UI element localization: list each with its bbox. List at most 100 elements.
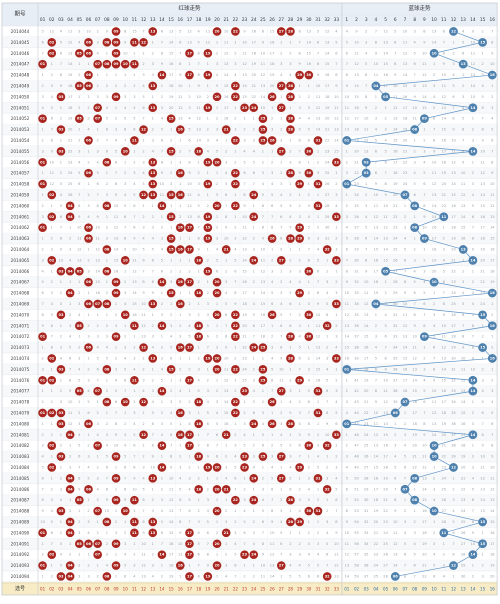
pick-blue-number[interactable]: 11 — [441, 586, 447, 591]
red-miss-count: 4 — [152, 73, 155, 77]
pick-red-number[interactable]: 24 — [251, 586, 257, 591]
pick-red-number[interactable]: 18 — [196, 586, 202, 591]
pick-red-number[interactable]: 06 — [86, 586, 92, 591]
red-miss-count: 1 — [69, 280, 71, 284]
red-ball-number: 18 — [196, 324, 202, 328]
red-ball-number: 08 — [104, 160, 110, 164]
blue-miss-count: 33 — [364, 531, 369, 535]
blue-miss-count: 8 — [491, 160, 494, 164]
pick-red-number[interactable]: 19 — [205, 586, 211, 591]
red-ball-number: 03 — [58, 574, 64, 578]
pick-red-number[interactable]: 25 — [260, 586, 266, 591]
red-miss-count: 4 — [133, 422, 136, 426]
pick-red-number[interactable]: 04 — [68, 586, 74, 591]
pick-red-number[interactable]: 16 — [178, 586, 184, 591]
pick-red-number[interactable]: 02 — [49, 586, 55, 591]
red-miss-count: 3 — [97, 335, 99, 339]
pick-red-number[interactable]: 32 — [325, 586, 331, 591]
pick-blue-number[interactable]: 02 — [354, 586, 360, 591]
red-miss-count: 2 — [234, 226, 236, 230]
red-miss-count: 4 — [142, 389, 145, 393]
red-miss-count: 3 — [308, 476, 310, 480]
pick-red-number[interactable]: 17 — [187, 586, 193, 591]
pick-red-number[interactable]: 11 — [132, 586, 138, 591]
pick-blue-number[interactable]: 05 — [383, 586, 389, 591]
pick-red-number[interactable]: 05 — [77, 586, 83, 591]
pick-blue-number[interactable]: 13 — [461, 586, 467, 591]
red-miss-count: 10 — [49, 160, 54, 164]
pick-red-number[interactable]: 33 — [334, 586, 340, 591]
pick-red-number[interactable]: 15 — [169, 586, 175, 591]
red-miss-count: 21 — [242, 335, 247, 339]
red-miss-count: 3 — [271, 346, 273, 350]
red-miss-count: 2 — [179, 149, 181, 153]
red-miss-count: 7 — [262, 215, 264, 219]
red-miss-count: 9 — [115, 193, 118, 197]
red-miss-count: 5 — [271, 476, 273, 480]
pick-blue-number[interactable]: 07 — [402, 586, 408, 591]
pick-red-number[interactable]: 20 — [214, 586, 220, 591]
red-miss-count: 15 — [95, 280, 100, 284]
red-miss-count: 3 — [87, 269, 89, 273]
pick-red-number[interactable]: 12 — [141, 586, 147, 591]
pick-red-number[interactable]: 23 — [242, 586, 248, 591]
red-miss-count: 4 — [216, 138, 219, 142]
blue-miss-count: 17 — [412, 411, 417, 415]
red-ball — [240, 550, 249, 559]
pick-red-number[interactable]: 13 — [150, 586, 156, 591]
pick-red-number[interactable]: 07 — [95, 586, 101, 591]
pick-blue-number[interactable]: 06 — [393, 586, 399, 591]
pick-red-number[interactable]: 22 — [233, 586, 239, 591]
red-miss-count: 2 — [106, 389, 108, 393]
red-ball-number: 16 — [178, 247, 184, 251]
red-miss-count: 5 — [317, 29, 319, 33]
red-miss-count: 21 — [251, 84, 256, 88]
pick-blue-number[interactable]: 16 — [490, 586, 496, 591]
red-miss-count: 12 — [49, 29, 54, 33]
red-miss-count: 5 — [142, 247, 144, 251]
red-ball — [212, 92, 222, 102]
red-miss-count: 6 — [280, 324, 283, 328]
pick-blue-number[interactable]: 10 — [432, 586, 438, 591]
red-miss-count: 1 — [216, 171, 218, 175]
pick-red-number[interactable]: 29 — [297, 586, 303, 591]
red-miss-count: 6 — [326, 313, 329, 317]
red-miss-count: 2 — [60, 444, 62, 448]
red-miss-count: 1 — [335, 171, 337, 175]
pick-red-number[interactable]: 01 — [40, 586, 46, 591]
pick-red-number[interactable]: 10 — [123, 586, 129, 591]
pick-red-number[interactable]: 21 — [224, 586, 230, 591]
red-ball-number: 02 — [49, 411, 55, 415]
blue-ball-number: 10 — [432, 280, 438, 284]
blue-miss-count: 18 — [393, 171, 398, 175]
pick-red-number[interactable]: 28 — [288, 586, 294, 591]
pick-red-number[interactable]: 26 — [270, 586, 276, 591]
pick-red-number[interactable]: 14 — [159, 586, 165, 591]
blue-miss-count: 37 — [354, 335, 359, 339]
red-miss-count: 6 — [69, 356, 72, 360]
pick-red-number[interactable]: 27 — [279, 586, 285, 591]
pick-blue-number[interactable]: 01 — [344, 586, 350, 591]
red-miss-count: 3 — [253, 138, 255, 142]
pick-blue-number[interactable]: 04 — [373, 586, 379, 591]
red-miss-count: 2 — [243, 574, 245, 578]
red-miss-count: 24 — [325, 160, 330, 164]
pick-red-number[interactable]: 08 — [104, 586, 110, 591]
pick-red-number[interactable]: 03 — [58, 586, 64, 591]
pick-blue-number[interactable]: 08 — [412, 586, 418, 591]
pick-red-number[interactable]: 09 — [113, 586, 119, 591]
pick-blue-number[interactable]: 12 — [451, 586, 457, 591]
pick-blue-number[interactable]: 09 — [422, 586, 428, 591]
pick-blue-number[interactable]: 15 — [480, 586, 486, 591]
blue-miss-count: 25 — [451, 302, 456, 306]
pick-blue-number[interactable]: 14 — [470, 586, 476, 591]
red-miss-count: 2 — [289, 378, 291, 382]
pick-red-number[interactable]: 30 — [306, 586, 312, 591]
red-miss-count: 7 — [253, 182, 255, 186]
red-miss-count: 16 — [251, 29, 256, 33]
pick-blue-number[interactable]: 03 — [364, 586, 370, 591]
red-ball-number: 16 — [178, 302, 184, 306]
pick-red-number[interactable]: 31 — [315, 586, 321, 591]
blue-miss-count: 9 — [462, 346, 465, 350]
red-miss-count: 5 — [69, 346, 71, 350]
